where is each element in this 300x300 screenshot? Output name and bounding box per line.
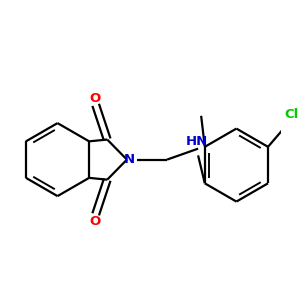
Text: O: O (89, 214, 100, 228)
Text: HN: HN (186, 135, 208, 148)
Text: Cl: Cl (285, 108, 299, 121)
Text: O: O (89, 92, 100, 105)
Text: N: N (124, 153, 135, 166)
